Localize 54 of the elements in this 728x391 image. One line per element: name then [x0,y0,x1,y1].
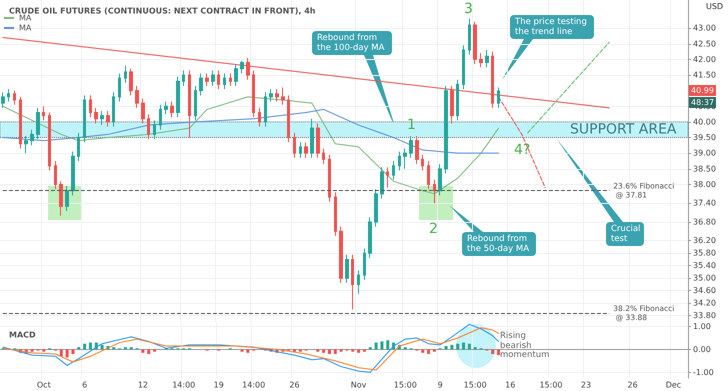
annotation: 4? [514,142,530,158]
y-tick-label: 37.40 [693,198,716,208]
y-tick-label: 39.50 [693,133,716,142]
y-tick-label: -1.00 [693,368,714,377]
x-tick-label: 16 [505,380,516,390]
x-tick-label: 23 [580,380,592,390]
y-tick-label: 35.00 [693,274,716,283]
annotation: 40.99 [689,84,716,96]
y-tick-label: 35.40 [693,261,716,270]
x-tick-label: 15:00 [464,380,487,390]
y-tick-label: 0.00 [693,344,711,354]
y-tick-label: 1.00 [693,322,711,332]
annotation: Rising bearish momentum [500,331,550,360]
x-tick-label: 14:00 [242,380,266,390]
x-tick-label: 15:00 [539,380,563,390]
band-label: SUPPORT AREA [570,122,677,138]
y-tick-label: 36.80 [693,217,716,226]
annotation: Rebound from the 50-day MA [462,232,536,256]
text: CRUDE OIL FUTURES (CONTINUOUS: NEXT CONTRACT IN FRONT), 4h [9,6,316,16]
x-tick-label: 14:00 [172,380,196,390]
x-tick-label: 19 [214,380,224,390]
y-tick-label: 36.20 [693,236,716,246]
x-tick-label: Dec [666,380,682,390]
y-tick-label: 41.50 [693,70,716,80]
annotation: 1 [407,117,416,133]
text: 48:37 [689,97,716,108]
y-tick-label: 42.50 [693,39,716,48]
y-tick-label: 38.50 [693,164,716,174]
y-tick-label: 33.80 [693,311,716,320]
legend-label: MA [19,14,32,22]
x-tick-label: Nov [350,380,367,390]
y-tick-label: 34.60 [693,286,716,296]
legend-label: MA [19,24,32,32]
text: USD [706,2,724,11]
x-tick-label: 26 [289,380,300,390]
y-tick-label: 39.00 [693,148,716,158]
x-tick-label: Oct [36,380,51,390]
x-tick-label: 15:00 [394,380,417,390]
annotation: 3 [464,1,473,17]
x-tick-label: 9 [438,380,443,390]
y-tick-label: 38.00 [693,180,716,189]
annotation: 2 [429,221,438,237]
annotation: Rebound from the 100-day MA [312,31,392,55]
y-tick-label: 35.80 [693,248,716,258]
annotation: The price testing the trend line [510,15,594,39]
y-tick-label: 40.00 [693,117,716,126]
x-tick-label: 12 [138,380,148,390]
y-tick-label: 43.00 [693,24,716,33]
annotation: Crucial test [606,222,644,246]
y-tick-label: 34.20 [693,298,716,308]
x-tick-label: 6 [82,380,88,390]
y-tick-label: 42.00 [693,54,716,64]
text: MACD [9,330,36,340]
x-tick-label: 26 [628,380,638,390]
